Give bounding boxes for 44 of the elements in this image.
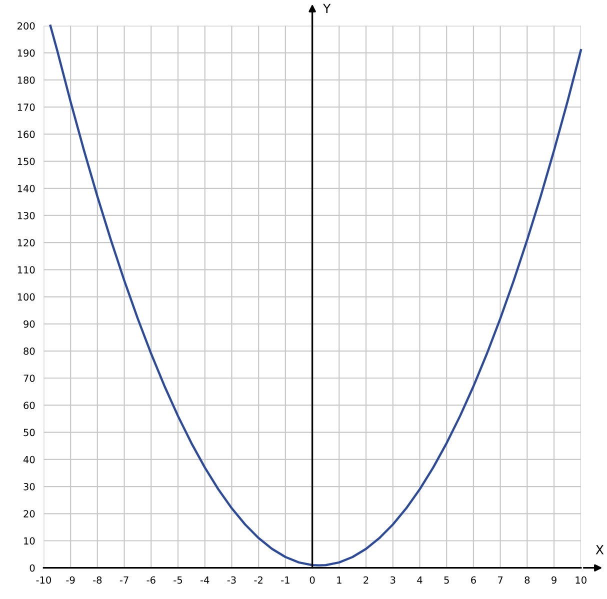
x-tick-label: 1 xyxy=(337,576,342,584)
x-tick-label: 4 xyxy=(417,576,422,584)
y-tick-label: 160 xyxy=(18,130,35,138)
x-tick-label: 0 xyxy=(310,576,315,584)
x-tick-label: 5 xyxy=(444,576,449,584)
x-tick-label: -10 xyxy=(36,576,51,584)
x-tick-label: -2 xyxy=(254,576,262,584)
y-tick-label: 10 xyxy=(24,537,35,545)
x-tick-label: 8 xyxy=(524,576,530,584)
x-tick-label: 10 xyxy=(576,576,586,584)
y-tick-label: 70 xyxy=(24,374,35,382)
y-tick-label: 130 xyxy=(18,212,35,220)
y-tick-label: 170 xyxy=(18,104,35,111)
x-tick-label: -8 xyxy=(93,576,102,584)
y-tick-label: 110 xyxy=(18,266,35,274)
x-tick-label: -4 xyxy=(200,576,210,584)
x-tick-label: 9 xyxy=(552,576,556,584)
y-tick-label: 0 xyxy=(30,564,35,572)
x-tick-label: 7 xyxy=(498,576,503,584)
y-tick-label: 20 xyxy=(24,510,35,518)
x-tick-label: -9 xyxy=(66,576,75,584)
y-tick-label: 140 xyxy=(18,184,35,192)
y-tick-label: 200 xyxy=(18,22,35,30)
x-tick-label: -6 xyxy=(146,576,156,584)
x-tick-label: 2 xyxy=(364,576,368,584)
y-tick-label: 40 xyxy=(23,456,35,464)
y-axis-title: Y xyxy=(323,4,331,13)
x-axis-title: X xyxy=(596,545,604,554)
x-tick-label: -1 xyxy=(281,576,290,584)
x-tick-label: -3 xyxy=(227,576,236,584)
y-tick-label: 80 xyxy=(24,347,35,355)
y-tick-label: 100 xyxy=(18,293,35,301)
y-tick-label: 60 xyxy=(24,402,35,410)
x-tick-label: -7 xyxy=(120,576,128,584)
x-tick-label: 6 xyxy=(471,576,476,584)
x-tick-label: -5 xyxy=(174,576,182,584)
y-tick-label: 150 xyxy=(18,158,35,166)
y-tick-label: 90 xyxy=(24,320,35,328)
y-tick-label: 120 xyxy=(18,239,35,246)
y-tick-label: 180 xyxy=(18,76,35,84)
x-tick-label: 3 xyxy=(390,576,396,584)
y-tick-label: 190 xyxy=(18,49,35,57)
y-tick-label: 30 xyxy=(24,483,35,490)
y-tick-label: 50 xyxy=(24,428,35,436)
